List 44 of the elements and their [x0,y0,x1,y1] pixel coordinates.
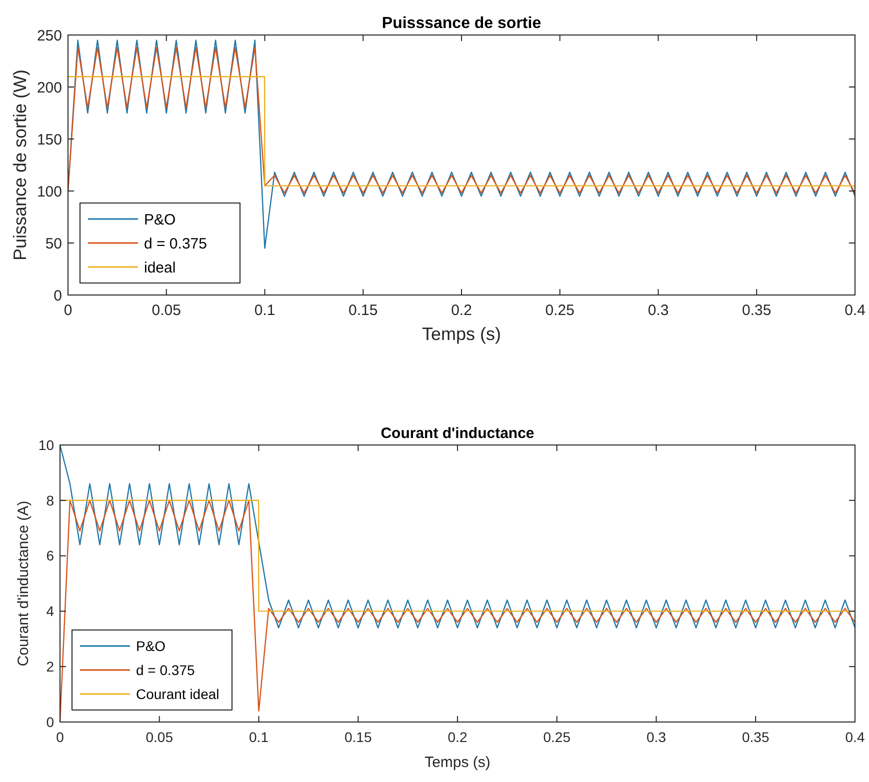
y-tick-label: 200 [36,79,62,96]
line-series [67,40,856,249]
y-tick-label: 50 [45,235,62,252]
x-tick-label: 0.05 [152,302,181,319]
x-tick-label: 0.35 [742,729,770,745]
x-tick-label: 0.15 [348,302,378,319]
legend-label: Courant ideal [136,686,220,702]
y-tick-label: 250 [36,27,62,44]
y-axis-title: Courant d'inductance (A) [15,500,32,666]
x-axis-title: Temps (s) [424,754,490,771]
x-tick-label: 0.3 [648,302,669,319]
chart-title: Courant d'inductance [380,425,534,442]
x-tick-label: 0.1 [254,302,276,319]
legend-label: ideal [144,259,176,276]
y-axis-title: Puissance de sortie (W) [10,69,30,261]
x-tick-label: 0.25 [545,302,574,319]
y-tick-label: 4 [46,603,54,620]
y-tick-label: 0 [46,714,54,730]
x-tick-label: 0.2 [451,302,472,319]
y-tick-label: 100 [36,183,62,200]
chart-title: Puisssance de sortie [382,15,542,32]
x-axis-title: Temps (s) [422,324,502,344]
x-tick-label: 0.1 [249,729,269,745]
y-tick-label: 6 [46,548,54,564]
x-tick-label: 0.4 [844,302,866,319]
line-series [67,46,856,194]
x-tick-label: 0.15 [344,729,372,745]
legend-label: d = 0.375 [136,662,195,678]
x-tick-label: 0.35 [742,302,772,319]
y-tick-label: 10 [38,436,54,453]
line-series [59,444,856,628]
y-tick-label: 0 [54,287,62,304]
legend-label: d = 0.375 [144,235,207,252]
x-tick-label: 0.3 [646,729,666,745]
x-tick-label: 0.05 [146,729,174,745]
x-tick-label: 0 [64,302,72,319]
legend-label: P&O [136,638,166,654]
x-tick-label: 0.25 [543,729,571,745]
y-tick-label: 8 [46,492,54,508]
y-tick-label: 150 [36,131,62,148]
x-tick-label: 0.4 [845,729,865,745]
legend-label: P&O [144,211,176,228]
y-tick-label: 2 [46,658,54,674]
x-tick-label: 0.2 [448,729,468,745]
